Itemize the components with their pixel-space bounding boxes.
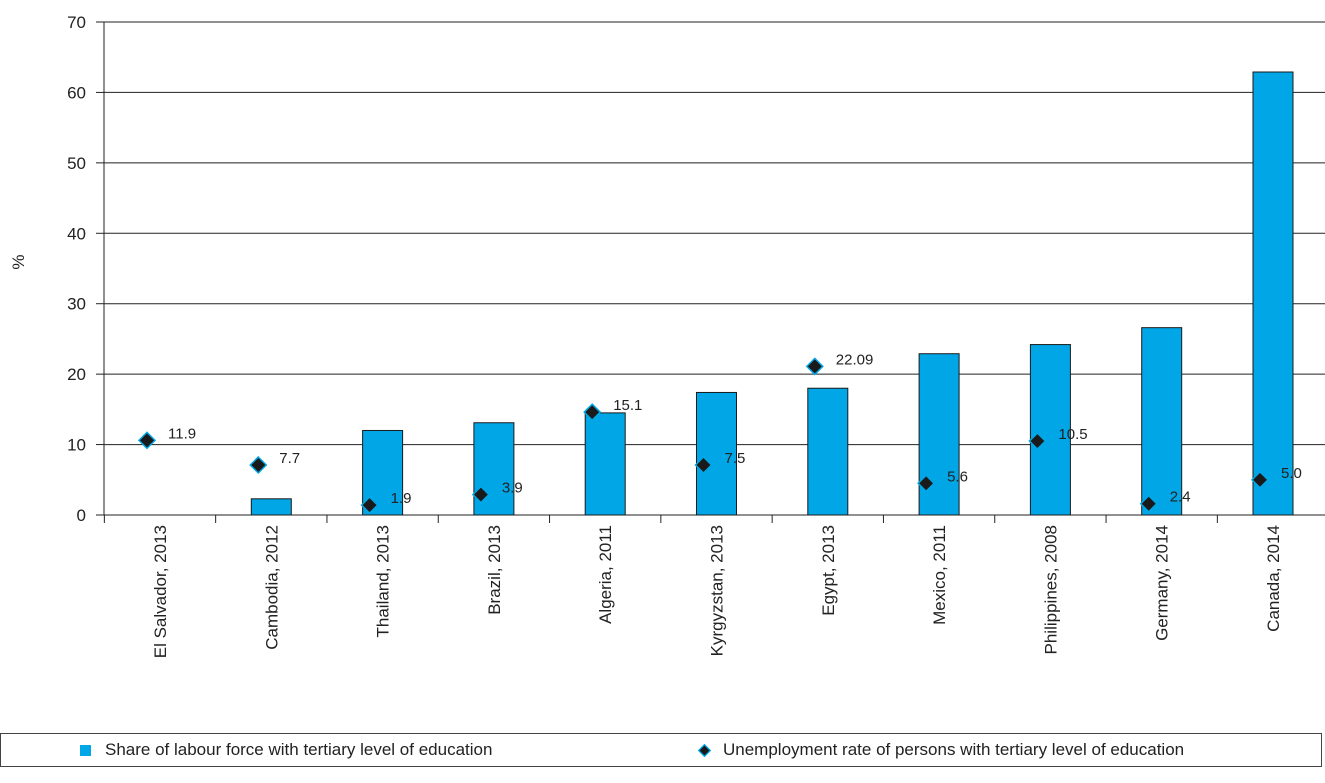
data-label: 2.4 [1170, 489, 1191, 506]
markers [137, 357, 1270, 515]
y-tick-labels: 0 10 20 30 40 50 60 70 [67, 13, 86, 525]
x-tick-label: Mexico, 2011 [930, 525, 949, 625]
axes [103, 22, 1218, 523]
x-tick-label: Algeria, 2011 [596, 525, 615, 624]
data-label: 5.6 [947, 468, 968, 485]
legend: Share of labour force with tertiary leve… [0, 733, 1322, 767]
legend-item-markers: Unemployment rate of persons with tertia… [698, 740, 1184, 760]
x-tick-label: El Salvador, 2013 [151, 525, 170, 658]
x-tick-labels: El Salvador, 2013 Cambodia, 2012 Thailand,… [151, 525, 1283, 658]
data-label: 5.0 [1281, 465, 1302, 482]
marker [471, 485, 490, 504]
x-tick-label: Kyrgyzstan, 2013 [708, 525, 727, 656]
x-tick-label: Egypt, 2013 [819, 525, 838, 616]
x-tick-label: Germany, 2014 [1153, 525, 1172, 641]
y-axis-label: % [9, 254, 28, 269]
bar [807, 387, 849, 516]
data-label: 1.9 [391, 490, 412, 507]
marker [1028, 431, 1047, 451]
data-label: 3.9 [502, 480, 523, 497]
marker [805, 357, 824, 376]
bar [1252, 71, 1294, 516]
marker [583, 403, 602, 422]
y-tick-label: 40 [67, 224, 86, 243]
data-label: 22.09 [836, 351, 874, 368]
gridlines [96, 21, 1325, 516]
y-tick-label: 0 [77, 506, 86, 525]
marker [917, 474, 936, 493]
data-label: 11.9 [168, 425, 196, 442]
legend-diamond-icon [698, 743, 711, 757]
legend-bar-label: Share of labour force with tertiary leve… [105, 740, 493, 759]
y-tick-label: 10 [67, 436, 86, 455]
marker [360, 496, 379, 515]
bar [584, 412, 626, 516]
marker [1250, 470, 1270, 489]
data-label: 7.7 [279, 450, 300, 467]
bar [1029, 344, 1071, 516]
legend-marker-label: Unemployment rate of persons with tertia… [723, 740, 1185, 759]
y-tick-label: 60 [67, 83, 86, 102]
y-tick-label: 50 [67, 154, 86, 173]
data-label: 10.5 [1058, 426, 1087, 443]
data-label: 7.5 [725, 450, 746, 467]
x-tick-label: Canada, 2014 [1264, 525, 1283, 632]
y-tick-label: 70 [67, 13, 86, 32]
legend-item-bars: Share of labour force with tertiary leve… [80, 740, 492, 760]
data-labels: 11.9 7.7 1.9 3.9 15.1 7.5 22.09 5.6 10.5 2.4 5.0 [168, 351, 1302, 507]
bar [696, 391, 737, 516]
bar [1141, 327, 1183, 516]
marker [1139, 494, 1158, 513]
x-tick-label: Philippines, 2008 [1041, 525, 1060, 654]
bar [250, 498, 292, 516]
data-label: 15.1 [613, 397, 642, 414]
y-tick-label: 20 [67, 365, 86, 384]
bars [250, 71, 1294, 516]
x-tick-label: Brazil, 2013 [485, 525, 504, 615]
x-tick-label: Cambodia, 2012 [262, 525, 281, 650]
chart: 0 10 20 30 40 50 60 70 El Salvador, 2013 Cambodi… [9, 13, 1325, 658]
marker [249, 455, 268, 475]
y-tick-label: 30 [67, 295, 86, 314]
legend-square-icon [80, 744, 91, 756]
marker [694, 455, 713, 475]
marker [137, 431, 157, 450]
x-tick-label: Thailand, 2013 [374, 525, 393, 637]
